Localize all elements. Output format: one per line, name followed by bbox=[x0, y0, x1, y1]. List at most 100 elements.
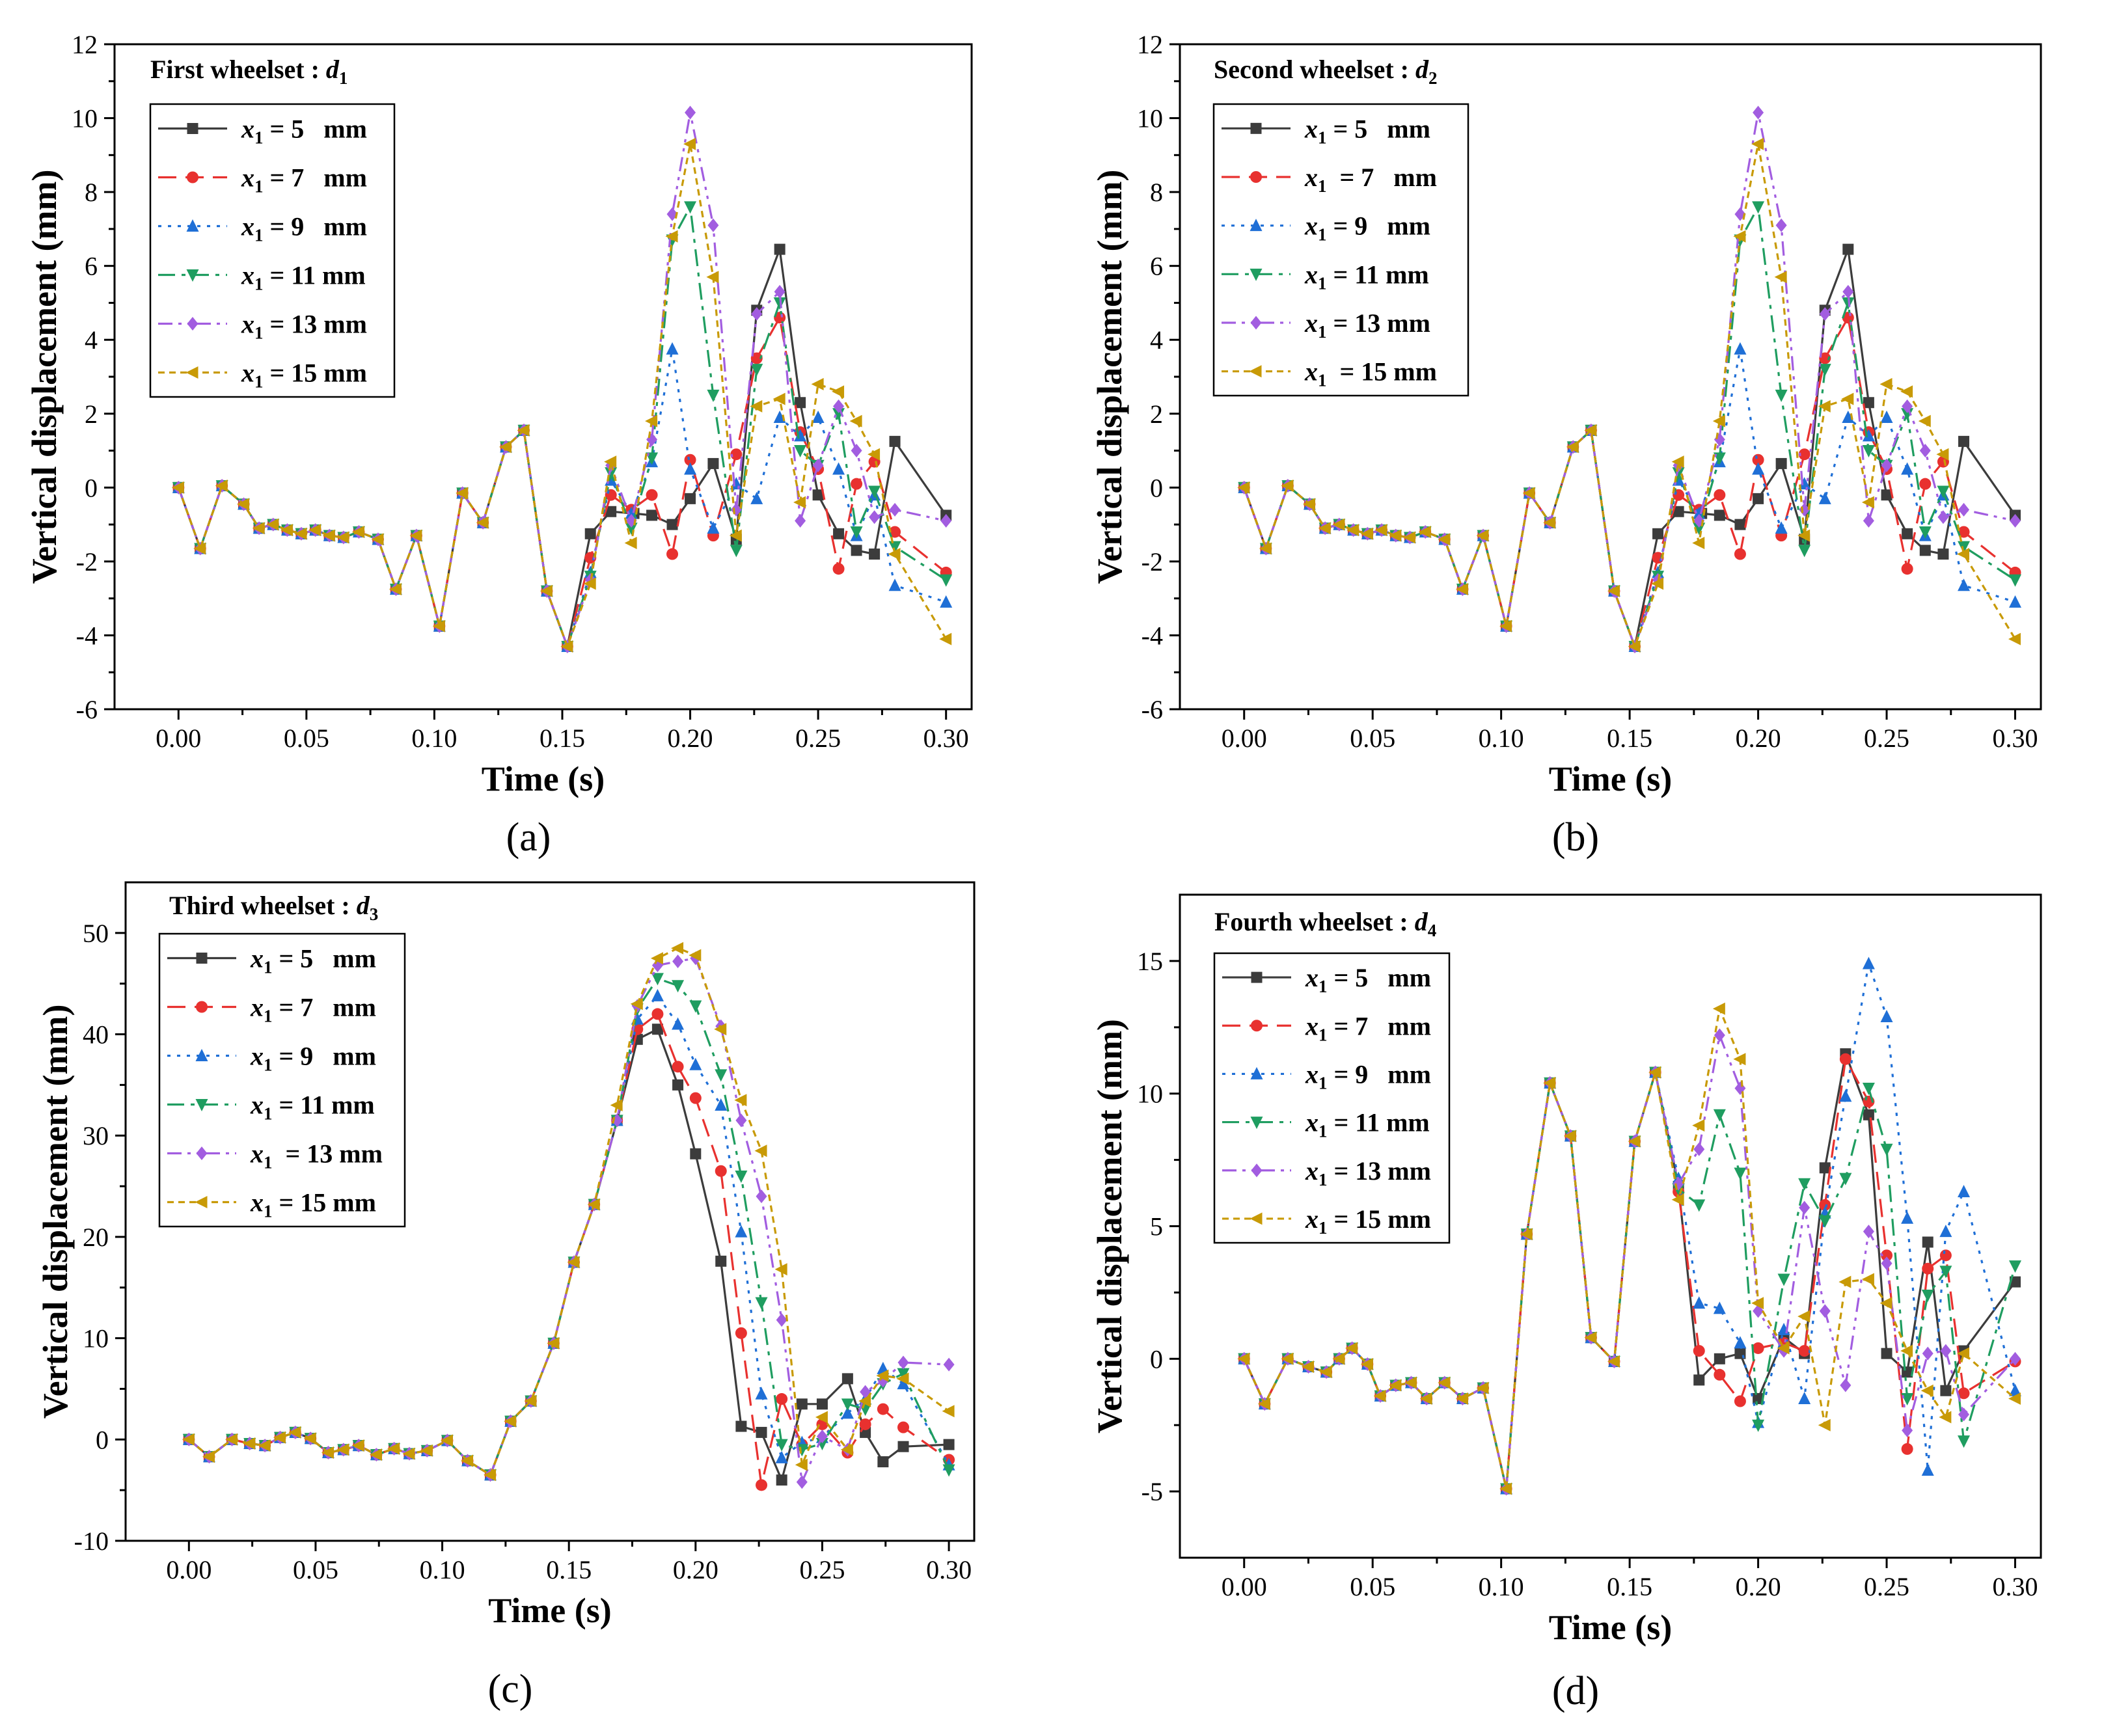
data-point-5mm bbox=[774, 243, 786, 255]
data-point-7mm bbox=[1919, 478, 1932, 490]
data-point-9mm bbox=[750, 491, 763, 504]
data-point-15mm bbox=[193, 542, 206, 555]
legend-marker bbox=[1250, 171, 1262, 183]
data-point-15mm bbox=[288, 1426, 301, 1439]
data-point-9mm bbox=[1901, 1211, 1914, 1224]
data-point-11mm bbox=[795, 1444, 808, 1457]
data-point-15mm bbox=[1259, 542, 1272, 555]
data-point-5mm bbox=[605, 506, 617, 517]
data-point-11mm bbox=[1672, 467, 1685, 480]
data-point-15mm bbox=[1301, 1361, 1314, 1374]
data-point-7mm bbox=[735, 1327, 747, 1339]
data-point-15mm bbox=[630, 997, 643, 1010]
data-point-13mm bbox=[1734, 1081, 1746, 1096]
y-tick-label: 5 bbox=[1150, 1212, 1163, 1241]
data-point-7mm bbox=[832, 563, 845, 575]
data-point-9mm bbox=[1901, 462, 1914, 475]
data-point-5mm bbox=[1922, 1236, 1933, 1248]
legend-marker bbox=[185, 366, 198, 379]
y-tick-label: -4 bbox=[76, 621, 98, 650]
data-point-11mm bbox=[755, 1297, 768, 1310]
data-point-15mm bbox=[336, 531, 349, 544]
data-point-9mm bbox=[666, 342, 679, 355]
data-point-15mm bbox=[683, 137, 696, 150]
data-point-15mm bbox=[215, 479, 228, 492]
data-point-15mm bbox=[849, 414, 862, 427]
data-point-11mm bbox=[651, 973, 664, 986]
data-point-11mm bbox=[2009, 574, 2022, 587]
legend-entry-11mm: x1 = 11 mm bbox=[1222, 260, 1429, 293]
data-point-13mm bbox=[1775, 218, 1787, 232]
data-point-7mm bbox=[851, 478, 863, 490]
legend-entry-9mm: x1 = 9 mm bbox=[158, 212, 367, 245]
series-group bbox=[1237, 105, 2022, 653]
y-tick-label: 4 bbox=[85, 325, 98, 355]
data-point-11mm bbox=[1752, 1419, 1765, 1432]
data-point-15mm bbox=[1841, 392, 1854, 405]
legend-marker bbox=[1250, 268, 1263, 281]
panel-label: (a) bbox=[506, 815, 551, 860]
data-point-15mm bbox=[1543, 516, 1556, 529]
data-point-7mm bbox=[666, 548, 679, 560]
legend-label: x1 = 15 mm bbox=[250, 1188, 376, 1221]
data-point-13mm bbox=[1902, 1423, 1913, 1437]
data-point-15mm bbox=[567, 1256, 580, 1269]
data-point-9mm bbox=[1839, 1089, 1852, 1102]
data-point-13mm bbox=[796, 1475, 808, 1489]
data-point-15mm bbox=[1918, 414, 1931, 427]
legend-entry-13mm: x1 = 13 mm bbox=[1222, 308, 1430, 342]
data-point-15mm bbox=[840, 1443, 853, 1456]
data-point-5mm bbox=[776, 1474, 787, 1486]
x-tick-label: 0.30 bbox=[923, 724, 969, 753]
data-point-15mm bbox=[1920, 1384, 1933, 1397]
data-point-13mm bbox=[1922, 1346, 1933, 1361]
data-point-9mm bbox=[1798, 1391, 1811, 1404]
data-point-5mm bbox=[1863, 1109, 1874, 1120]
data-point-15mm bbox=[1861, 1273, 1874, 1286]
data-point-15mm bbox=[294, 527, 307, 540]
legend-box bbox=[1212, 103, 1469, 397]
data-point-5mm bbox=[869, 549, 881, 560]
data-point-11mm bbox=[1921, 1289, 1934, 1302]
data-point-5mm bbox=[646, 509, 658, 521]
x-axis-label: Time (s) bbox=[1549, 759, 1672, 798]
data-point-15mm bbox=[795, 1458, 808, 1471]
data-point-9mm bbox=[1734, 1336, 1747, 1349]
data-point-5mm bbox=[584, 528, 596, 539]
x-tick-label: 0.25 bbox=[1864, 724, 1909, 753]
y-axis-label: Vertical displacement (mm) bbox=[36, 1005, 75, 1419]
data-point-13mm bbox=[1958, 502, 1970, 517]
data-point-7mm bbox=[897, 1421, 910, 1433]
data-point-15mm bbox=[1522, 487, 1535, 500]
legend-entry-7mm: x1 = 7 mm bbox=[167, 993, 376, 1026]
data-point-15mm bbox=[624, 537, 637, 549]
data-point-15mm bbox=[1257, 1398, 1270, 1411]
data-point-15mm bbox=[1818, 1418, 1831, 1431]
x-axis-label: Time (s) bbox=[488, 1591, 611, 1630]
data-point-7mm bbox=[730, 448, 743, 461]
y-tick-label: 10 bbox=[72, 104, 98, 133]
legend-entry-7mm: x1 = 7 mm bbox=[1222, 163, 1437, 196]
panel-label: (c) bbox=[488, 1667, 533, 1711]
legend-marker bbox=[195, 1099, 208, 1111]
data-point-13mm bbox=[2010, 1351, 2021, 1366]
data-point-15mm bbox=[202, 1450, 215, 1463]
data-point-7mm bbox=[1734, 548, 1746, 560]
data-point-15mm bbox=[499, 441, 512, 454]
legend-entry-7mm: x1 = 7 mm bbox=[158, 163, 367, 197]
data-point-13mm bbox=[1819, 1304, 1831, 1318]
data-point-15mm bbox=[351, 1439, 364, 1452]
data-point-15mm bbox=[811, 377, 824, 390]
data-point-15mm bbox=[1302, 498, 1315, 511]
data-point-9mm bbox=[707, 521, 720, 534]
data-point-5mm bbox=[851, 545, 862, 556]
data-point-15mm bbox=[1332, 518, 1345, 531]
legend-entry-15mm: x1 = 15 mm bbox=[1222, 1204, 1431, 1238]
data-point-5mm bbox=[877, 1456, 889, 1468]
data-point-9mm bbox=[940, 595, 953, 608]
data-point-13mm bbox=[2010, 513, 2021, 528]
data-point-9mm bbox=[1775, 521, 1788, 534]
data-point-13mm bbox=[812, 458, 824, 472]
data-point-15mm bbox=[1957, 548, 1970, 561]
data-point-11mm bbox=[1818, 1215, 1831, 1228]
